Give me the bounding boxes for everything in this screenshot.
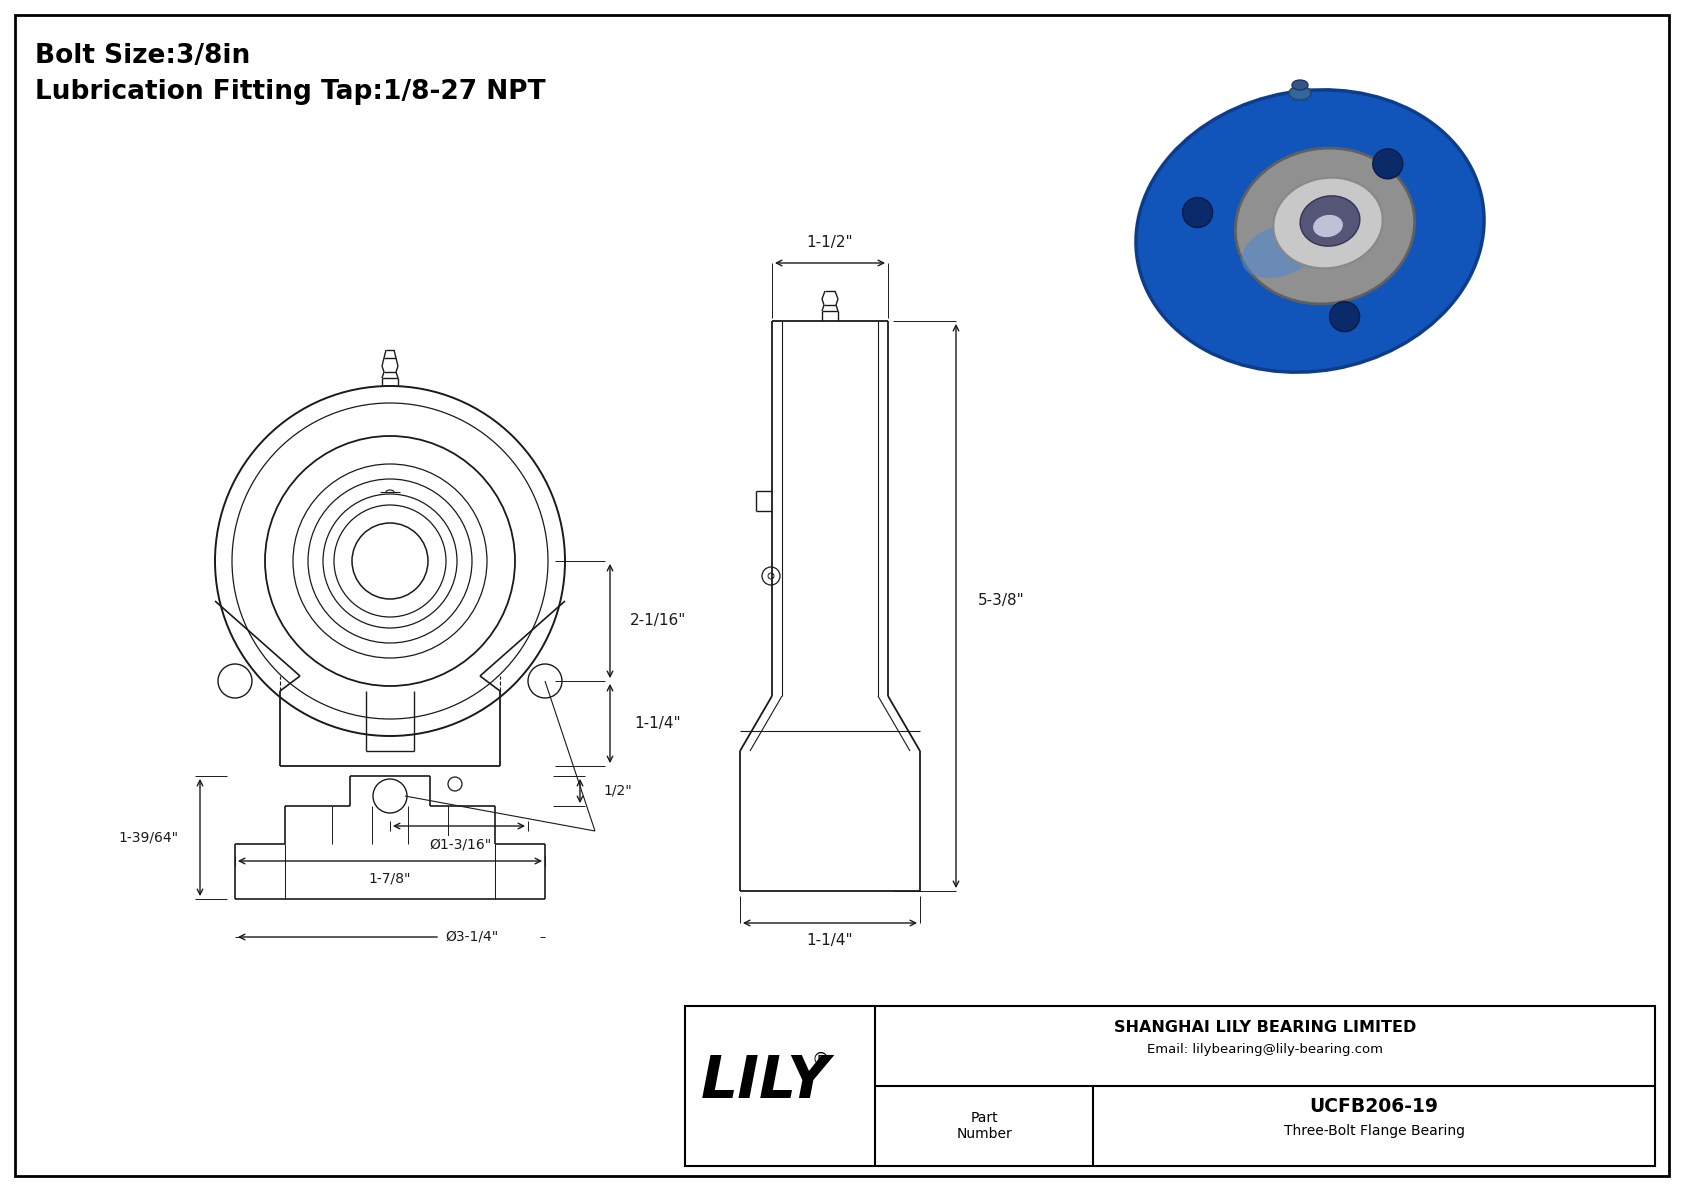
Text: 1-1/2": 1-1/2" (807, 236, 854, 250)
Ellipse shape (1300, 195, 1361, 247)
Text: Lubrication Fitting Tap:1/8-27 NPT: Lubrication Fitting Tap:1/8-27 NPT (35, 79, 546, 105)
Ellipse shape (1273, 177, 1383, 268)
Circle shape (1372, 149, 1403, 179)
Text: SHANGHAI LILY BEARING LIMITED: SHANGHAI LILY BEARING LIMITED (1113, 1021, 1416, 1035)
Text: UCFB206-19: UCFB206-19 (1310, 1097, 1438, 1116)
Text: Ø3-1/4": Ø3-1/4" (445, 930, 498, 944)
Ellipse shape (1292, 80, 1308, 91)
Circle shape (1182, 198, 1212, 227)
Circle shape (1330, 301, 1359, 331)
Text: Part
Number: Part Number (957, 1111, 1012, 1141)
Text: 5-3/8": 5-3/8" (978, 593, 1024, 609)
Ellipse shape (1241, 224, 1319, 279)
Ellipse shape (1288, 86, 1312, 100)
Text: 2-1/16": 2-1/16" (630, 613, 685, 629)
Text: 1-39/64": 1-39/64" (118, 830, 179, 844)
Ellipse shape (1236, 148, 1415, 304)
Text: 1/2": 1/2" (603, 784, 633, 798)
Bar (685, 1006, 1655, 1166)
Ellipse shape (1314, 214, 1342, 237)
Text: Ø1-3/16": Ø1-3/16" (429, 837, 492, 852)
Text: 1-1/4": 1-1/4" (635, 716, 682, 731)
Text: Email: lilybearing@lily-bearing.com: Email: lilybearing@lily-bearing.com (1147, 1043, 1383, 1056)
Text: 1-1/4": 1-1/4" (807, 934, 854, 948)
Text: Bolt Size:3/8in: Bolt Size:3/8in (35, 43, 251, 69)
Text: Three-Bolt Flange Bearing: Three-Bolt Flange Bearing (1283, 1124, 1465, 1137)
Text: 1-7/8": 1-7/8" (369, 872, 411, 886)
Text: ®: ® (812, 1050, 829, 1070)
Ellipse shape (1137, 89, 1484, 372)
Text: LILY: LILY (701, 1053, 830, 1110)
